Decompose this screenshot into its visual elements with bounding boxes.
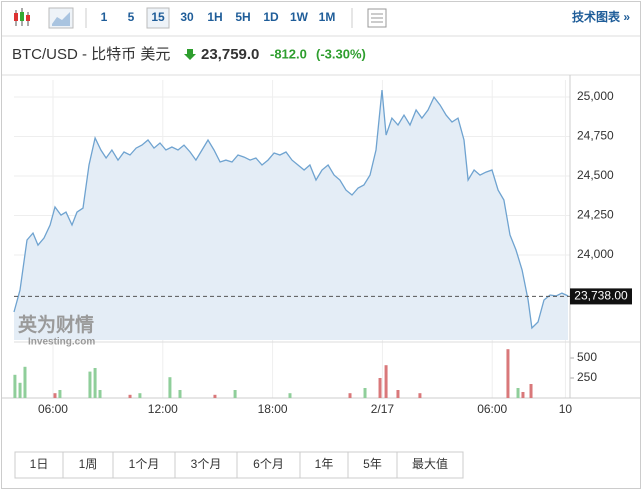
volume-bar (348, 393, 352, 398)
volume-bar (506, 349, 510, 398)
volume-bar (378, 378, 382, 398)
range-label[interactable]: 1日 (30, 457, 49, 471)
volume-bar (529, 384, 533, 398)
volume-bar (178, 390, 182, 398)
area-icon[interactable] (48, 7, 74, 29)
volume-bar (363, 388, 367, 398)
volume-bar (88, 371, 92, 398)
volume-bar (53, 393, 57, 398)
interval-button[interactable]: 1 (101, 10, 108, 24)
interval-button[interactable]: 1D (263, 10, 279, 24)
volume-bar (13, 374, 17, 398)
range-label[interactable]: 3个月 (191, 457, 222, 471)
technical-chart-link[interactable]: 技术图表 » (572, 9, 630, 24)
watermark-site: Investing.com (28, 337, 95, 348)
volume-bar (93, 368, 97, 398)
range-label[interactable]: 6个月 (253, 457, 284, 471)
range-label[interactable]: 最大值 (412, 456, 448, 471)
volume-tick-label: 250 (577, 370, 597, 384)
interval-button[interactable]: 30 (180, 10, 194, 24)
instrument-name: BTC/USD - 比特币 美元 (12, 46, 170, 63)
table-icon[interactable] (367, 8, 387, 28)
interval-button[interactable]: 1W (290, 10, 309, 24)
volume-bar (168, 377, 172, 398)
x-tick-label: 10 (559, 402, 573, 416)
x-tick-label: 06:00 (477, 402, 507, 416)
change-percent: (-3.30%) (316, 46, 366, 61)
watermark-brand: 英为财情 (18, 313, 94, 336)
candle-icon[interactable] (14, 8, 30, 26)
range-label[interactable]: 1周 (79, 457, 98, 471)
volume-tick-label: 500 (577, 350, 597, 364)
interval-button[interactable]: 5H (235, 10, 250, 24)
range-label[interactable]: 1年 (315, 457, 334, 471)
volume-bar (384, 365, 388, 398)
range-button[interactable] (299, 451, 349, 479)
volume-bar (213, 394, 217, 398)
volume-bar (521, 392, 525, 398)
volume-bar (98, 390, 102, 398)
y-tick-label: 24,000 (577, 247, 614, 261)
range-button[interactable] (347, 451, 398, 479)
volume-bar (418, 393, 422, 398)
price-area (14, 90, 568, 340)
interval-button[interactable]: 1M (319, 10, 336, 24)
volume-bar (23, 366, 27, 398)
price-line (13, 90, 569, 330)
volume-bar (516, 388, 520, 398)
range-button[interactable] (112, 451, 176, 479)
last-price: 23,759.0 (201, 46, 259, 63)
down-arrow (184, 49, 196, 60)
y-tick-label: 24,500 (577, 168, 614, 182)
interval-button[interactable]: 1H (207, 10, 222, 24)
volume-bar (58, 390, 62, 398)
range-button[interactable] (236, 451, 301, 479)
x-tick-label: 12:00 (148, 402, 178, 416)
range-label[interactable]: 1个月 (129, 457, 160, 471)
x-tick-label: 2/17 (371, 402, 395, 416)
range-button[interactable] (62, 451, 114, 479)
range-label[interactable]: 5年 (363, 457, 382, 471)
y-tick-label: 25,000 (577, 89, 614, 103)
interval-button[interactable]: 15 (151, 10, 165, 24)
volume-bar (128, 394, 132, 398)
range-button[interactable] (174, 451, 238, 479)
last-price-label: 23,738.00 (574, 289, 628, 303)
last-price-box (570, 288, 632, 305)
volume-bar (233, 390, 237, 398)
change: -812.0 (270, 46, 307, 61)
y-tick-label: 24,750 (577, 129, 614, 143)
y-tick-label: 24,250 (577, 208, 614, 222)
volume-bar (18, 382, 22, 398)
interval-button[interactable]: 5 (128, 10, 135, 24)
volume-bar (288, 393, 292, 398)
volume-bar (396, 390, 400, 398)
range-button[interactable] (14, 451, 64, 479)
range-button[interactable] (396, 451, 464, 479)
x-tick-label: 18:00 (258, 402, 288, 416)
interval-selected (146, 7, 170, 29)
x-tick-label: 06:00 (38, 402, 68, 416)
volume-bar (138, 393, 142, 398)
